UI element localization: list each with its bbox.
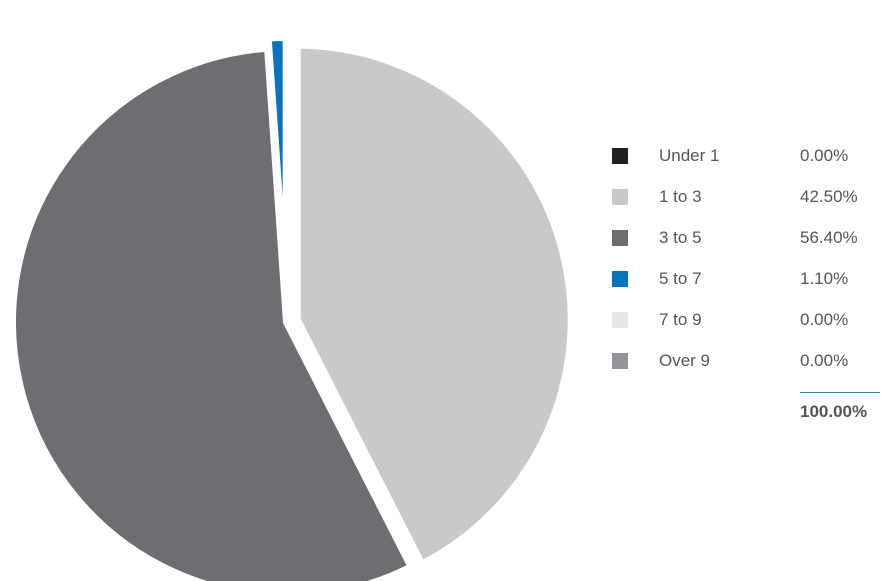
legend-item-1-to-3: 1 to 3 42.50% — [612, 185, 884, 226]
legend-swatch-5-to-7 — [612, 271, 628, 287]
legend-item-7-to-9: 7 to 9 0.00% — [612, 308, 884, 349]
legend-label-over-9: Over 9 — [659, 351, 711, 370]
legend-item-over-9: Over 9 0.00% — [612, 349, 884, 390]
legend-value-1-to-3: 42.50% — [800, 187, 858, 206]
pie-slice-3-to-5 — [8, 43, 418, 581]
legend-swatch-under-1 — [612, 148, 628, 164]
pie-slice-5-to-7 — [263, 33, 291, 313]
legend-value-5-to-7: 1.10% — [800, 269, 849, 288]
legend-label-under-1: Under 1 — [659, 146, 720, 165]
legend-label-5-to-7: 5 to 7 — [659, 269, 702, 288]
legend-value-7-to-9: 0.00% — [800, 310, 849, 329]
legend-swatch-1-to-3 — [612, 189, 628, 205]
legend-value-3-to-5: 56.40% — [800, 228, 858, 247]
legend-item-3-to-5: 3 to 5 56.40% — [612, 226, 884, 267]
total-value: 100.00% — [800, 402, 868, 421]
pie-slice-1-to-3 — [292, 40, 576, 571]
legend-swatch-over-9 — [612, 353, 628, 369]
legend: Under 1 0.00% 1 to 3 42.50% 3 to 5 56.40% 5 to… — [612, 144, 884, 390]
legend-item-under-1: Under 1 0.00% — [612, 144, 884, 185]
legend-label-1-to-3: 1 to 3 — [659, 187, 702, 206]
legend-item-5-to-7: 5 to 7 1.10% — [612, 267, 884, 308]
legend-value-under-1: 0.00% — [800, 146, 849, 165]
legend-swatch-7-to-9 — [612, 312, 628, 328]
legend-label-7-to-9: 7 to 9 — [659, 310, 702, 329]
legend-swatch-3-to-5 — [612, 230, 628, 246]
legend-label-3-to-5: 3 to 5 — [659, 228, 702, 247]
total-divider — [800, 392, 880, 393]
legend-value-over-9: 0.00% — [800, 351, 849, 370]
